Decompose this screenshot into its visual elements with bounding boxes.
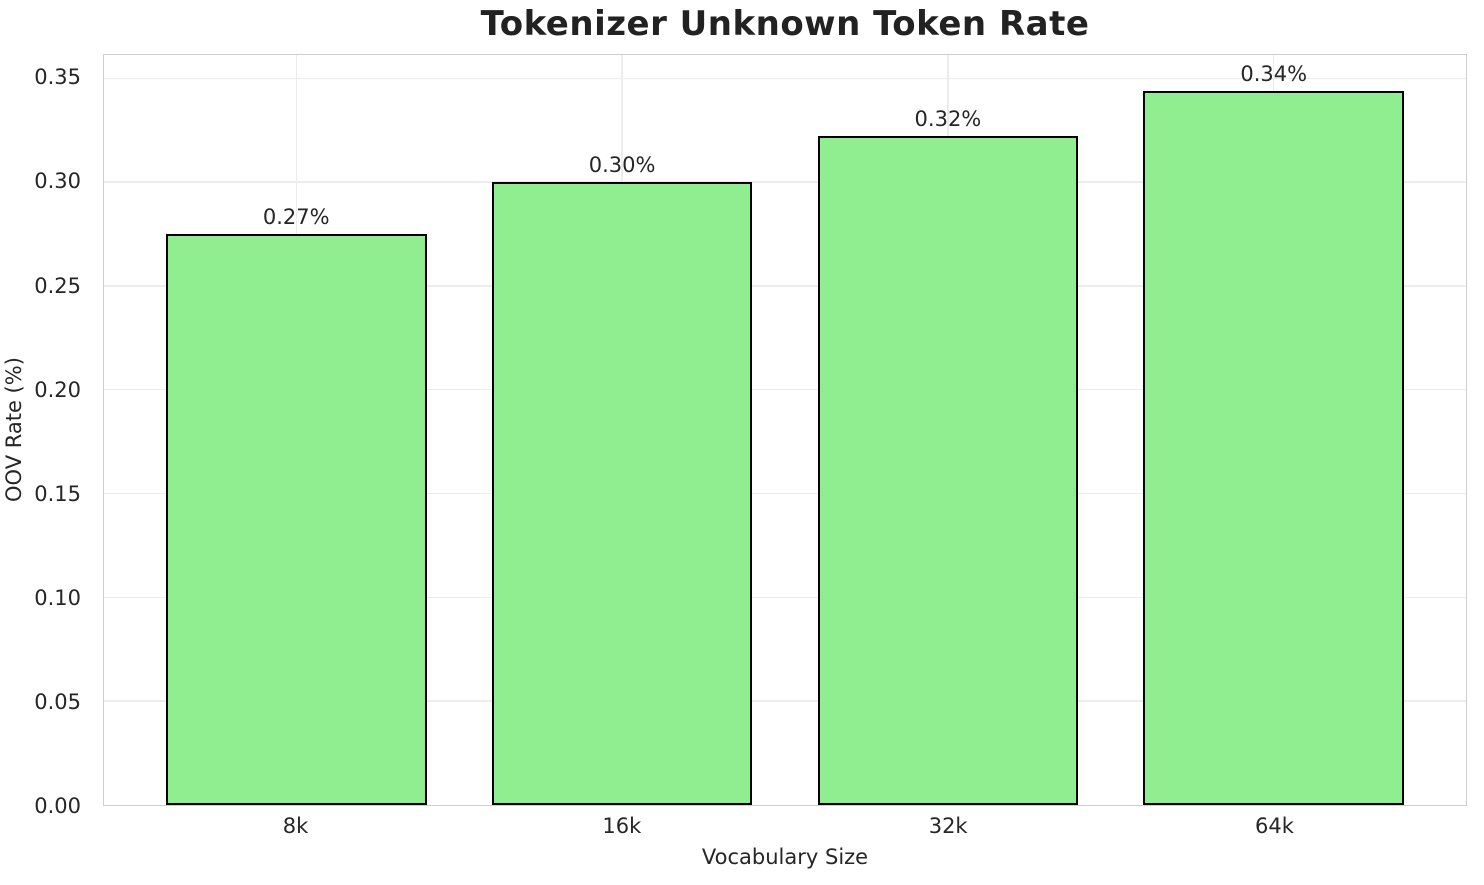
y-tick-label: 0.25 bbox=[34, 273, 81, 298]
gridline-horizontal bbox=[104, 492, 1466, 495]
gridline-horizontal bbox=[104, 181, 1466, 183]
y-tick-label: 0.30 bbox=[34, 169, 81, 194]
bar-value-label: 0.32% bbox=[914, 107, 982, 132]
y-tick-label: 0.05 bbox=[34, 689, 81, 714]
plot-area: 0.27% 0.30% 0.32% 0.34% bbox=[103, 54, 1467, 806]
bar-8k bbox=[165, 234, 427, 805]
bar-value-label: 0.30% bbox=[588, 153, 656, 178]
x-tick-labels: 8k 16k 32k 64k bbox=[103, 814, 1467, 840]
y-tick-label: 0.00 bbox=[34, 794, 81, 818]
bar-16k bbox=[491, 182, 753, 805]
x-tick-label: 64k bbox=[1255, 814, 1294, 838]
bar-64k bbox=[1143, 90, 1405, 805]
x-tick-label: 8k bbox=[282, 814, 309, 838]
bar-value-label: 0.34% bbox=[1240, 61, 1308, 86]
y-tick-label: 0.35 bbox=[34, 65, 81, 90]
gridline-horizontal bbox=[104, 596, 1466, 599]
gridline-horizontal bbox=[104, 77, 1466, 79]
y-tick-labels: 0.00 0.05 0.10 0.15 0.20 0.25 0.30 0.35 bbox=[0, 54, 95, 818]
x-tick-label: 32k bbox=[928, 814, 968, 838]
bar-32k bbox=[817, 136, 1079, 805]
y-tick-label: 0.10 bbox=[34, 585, 81, 610]
y-tick-label: 0.15 bbox=[34, 481, 81, 506]
chart-title: Tokenizer Unknown Token Rate bbox=[480, 4, 1090, 44]
gridline-horizontal bbox=[104, 285, 1466, 287]
y-tick-label: 0.20 bbox=[34, 377, 81, 402]
gridline-horizontal bbox=[104, 389, 1466, 391]
x-axis-label: Vocabulary Size bbox=[701, 845, 869, 869]
gridline-horizontal bbox=[104, 700, 1466, 702]
x-tick-label: 16k bbox=[602, 814, 642, 838]
bar-value-label: 0.27% bbox=[262, 205, 330, 229]
